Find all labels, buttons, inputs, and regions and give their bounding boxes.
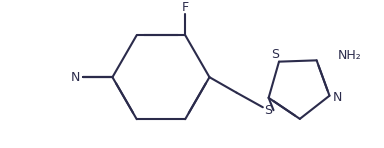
Text: N: N [333,91,342,104]
Text: F: F [182,1,189,13]
Text: S: S [264,104,271,117]
Text: S: S [271,48,279,61]
Text: N: N [71,71,80,84]
Text: NH₂: NH₂ [338,49,362,62]
